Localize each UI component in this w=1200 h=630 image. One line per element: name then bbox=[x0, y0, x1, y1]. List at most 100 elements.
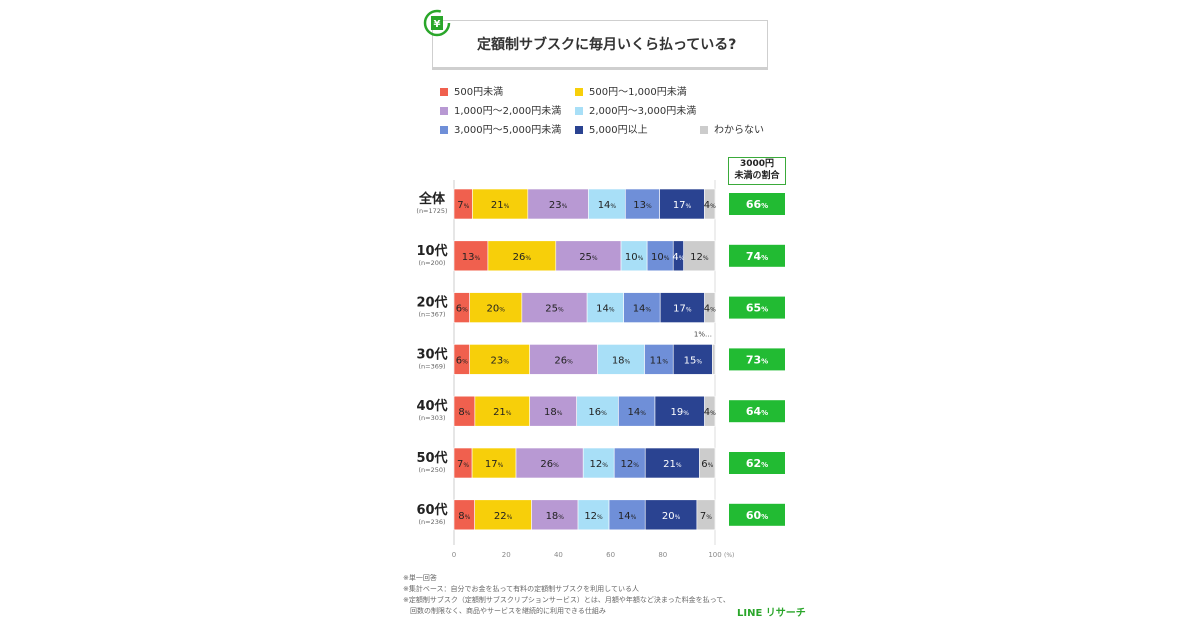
x-tick-label: 100 bbox=[708, 551, 721, 559]
ratio-box bbox=[729, 244, 785, 267]
data-label: 12% bbox=[621, 459, 640, 470]
svg-text:¥: ¥ bbox=[434, 19, 441, 30]
data-label: 25% bbox=[579, 252, 598, 263]
data-label: 18% bbox=[544, 407, 563, 418]
sample-size-label: (n=303) bbox=[418, 414, 445, 422]
data-label: 16% bbox=[588, 407, 607, 418]
data-label: 18% bbox=[546, 511, 565, 522]
bar-segment bbox=[654, 395, 705, 427]
data-label: 8% bbox=[458, 511, 470, 522]
data-label: 17% bbox=[673, 304, 692, 315]
data-label: 26% bbox=[540, 459, 559, 470]
sample-size-label: (n=250) bbox=[418, 466, 445, 474]
legend-label: 1,000円〜2,000円未満 bbox=[454, 106, 562, 117]
legend-swatch bbox=[575, 107, 583, 115]
data-label: 4% bbox=[704, 304, 716, 315]
sample-size-label: (n=200) bbox=[418, 259, 445, 267]
bar-segment bbox=[704, 188, 716, 220]
data-label: 17% bbox=[485, 459, 504, 470]
sample-size-label: (n=1725) bbox=[416, 207, 447, 215]
bar-segment bbox=[659, 188, 705, 220]
legend-item: 5,000円以上 bbox=[575, 124, 648, 138]
sample-size-label: (n=236) bbox=[418, 518, 445, 526]
data-label: 6% bbox=[701, 459, 713, 470]
legend-swatch bbox=[575, 88, 583, 96]
legend: 500円未満 500円〜1,000円未満 1,000円〜2,000円未満 2,000円… bbox=[440, 86, 780, 142]
bar-segment bbox=[531, 499, 579, 531]
data-label: 21% bbox=[491, 200, 510, 211]
ratio-value: 65% bbox=[746, 302, 768, 315]
category-label: 40代 bbox=[416, 398, 447, 414]
ratio-value: 74% bbox=[746, 250, 768, 263]
x-axis-unit: (%) bbox=[724, 552, 734, 559]
data-label: 22% bbox=[494, 511, 513, 522]
bar-segment bbox=[586, 292, 624, 323]
category-label: 全体 bbox=[418, 191, 446, 207]
bar-segment bbox=[474, 395, 530, 427]
ratio-box bbox=[729, 348, 785, 371]
bar-segment bbox=[487, 240, 557, 272]
bar-segment bbox=[471, 447, 517, 479]
data-label: 6% bbox=[456, 304, 468, 315]
bar-segment bbox=[620, 240, 648, 272]
bar-segment bbox=[683, 240, 716, 272]
bar-segment bbox=[704, 395, 716, 427]
data-label: 17% bbox=[673, 200, 692, 211]
line-research-logo: LINE リサーチ bbox=[737, 608, 806, 619]
footnote: ※集計ベース：自分でお金を払って有料の定額制サブスクを利用している人 bbox=[403, 585, 639, 593]
legend-item: 3,000円〜5,000円未満 bbox=[440, 124, 561, 138]
legend-swatch bbox=[440, 126, 448, 134]
ratio-value: 60% bbox=[746, 509, 768, 522]
data-label: 4% bbox=[704, 200, 716, 211]
data-label: 11% bbox=[650, 355, 669, 366]
x-tick-label: 0 bbox=[452, 551, 456, 559]
ratio-header: 3000円 未満の割合 bbox=[728, 157, 786, 185]
data-label: 14% bbox=[618, 511, 637, 522]
ratio-box bbox=[729, 193, 785, 215]
data-label: 10% bbox=[625, 252, 644, 263]
data-label: 13% bbox=[462, 252, 481, 263]
bar-segment bbox=[644, 499, 698, 531]
data-label: 14% bbox=[633, 304, 652, 315]
data-label: 7% bbox=[457, 459, 469, 470]
chart-title: 定額制サブスクに毎月いくら払っている? bbox=[477, 37, 737, 53]
legend-item: 2,000円〜3,000円未満 bbox=[575, 105, 696, 119]
footnote: ※定額制サブスク（定額制サブスクリプションサービス）とは、月額や年額など決まった… bbox=[403, 596, 730, 604]
data-label: 26% bbox=[554, 355, 573, 366]
x-tick-label: 40 bbox=[554, 551, 563, 559]
legend-label: 3,000円〜5,000円未満 bbox=[454, 125, 562, 136]
x-tick-label: 80 bbox=[658, 551, 667, 559]
data-label: 7% bbox=[700, 511, 712, 522]
sample-size-label: (n=369) bbox=[418, 362, 445, 370]
legend-label: わからない bbox=[714, 125, 764, 136]
footnote: 回数の制限なく、商品やサービスを継続的に利用できる仕組み bbox=[403, 607, 606, 615]
bar-segment bbox=[527, 188, 589, 220]
bar-segment bbox=[577, 499, 610, 531]
bar-segment bbox=[699, 447, 716, 479]
bar-segment bbox=[515, 447, 584, 479]
legend-swatch bbox=[440, 107, 448, 115]
category-label: 30代 bbox=[416, 346, 447, 362]
sample-size-label: (n=367) bbox=[418, 311, 445, 319]
data-label: 4% bbox=[672, 252, 684, 263]
data-label: 23% bbox=[490, 355, 509, 366]
bar-segment bbox=[613, 447, 646, 479]
ratio-value: 64% bbox=[746, 405, 768, 418]
ratio-value: 62% bbox=[746, 457, 768, 470]
data-label: 25% bbox=[545, 304, 564, 315]
bar-segment bbox=[659, 292, 705, 323]
ratio-value: 73% bbox=[746, 353, 768, 366]
data-label: 20% bbox=[487, 304, 506, 315]
bar-segment bbox=[588, 188, 626, 220]
ratio-box bbox=[729, 452, 785, 474]
data-label: 14% bbox=[598, 200, 617, 211]
data-label: 10% bbox=[651, 252, 670, 263]
ratio-header-line1: 3000円 bbox=[739, 159, 775, 169]
ratio-box bbox=[729, 296, 785, 319]
bar-segment bbox=[453, 240, 489, 272]
data-label: 8% bbox=[458, 407, 470, 418]
data-label: 15% bbox=[684, 355, 703, 366]
chart-title-box: 定額制サブスクに毎月いくら払っている? bbox=[432, 20, 768, 70]
category-label: 60代 bbox=[416, 502, 447, 518]
